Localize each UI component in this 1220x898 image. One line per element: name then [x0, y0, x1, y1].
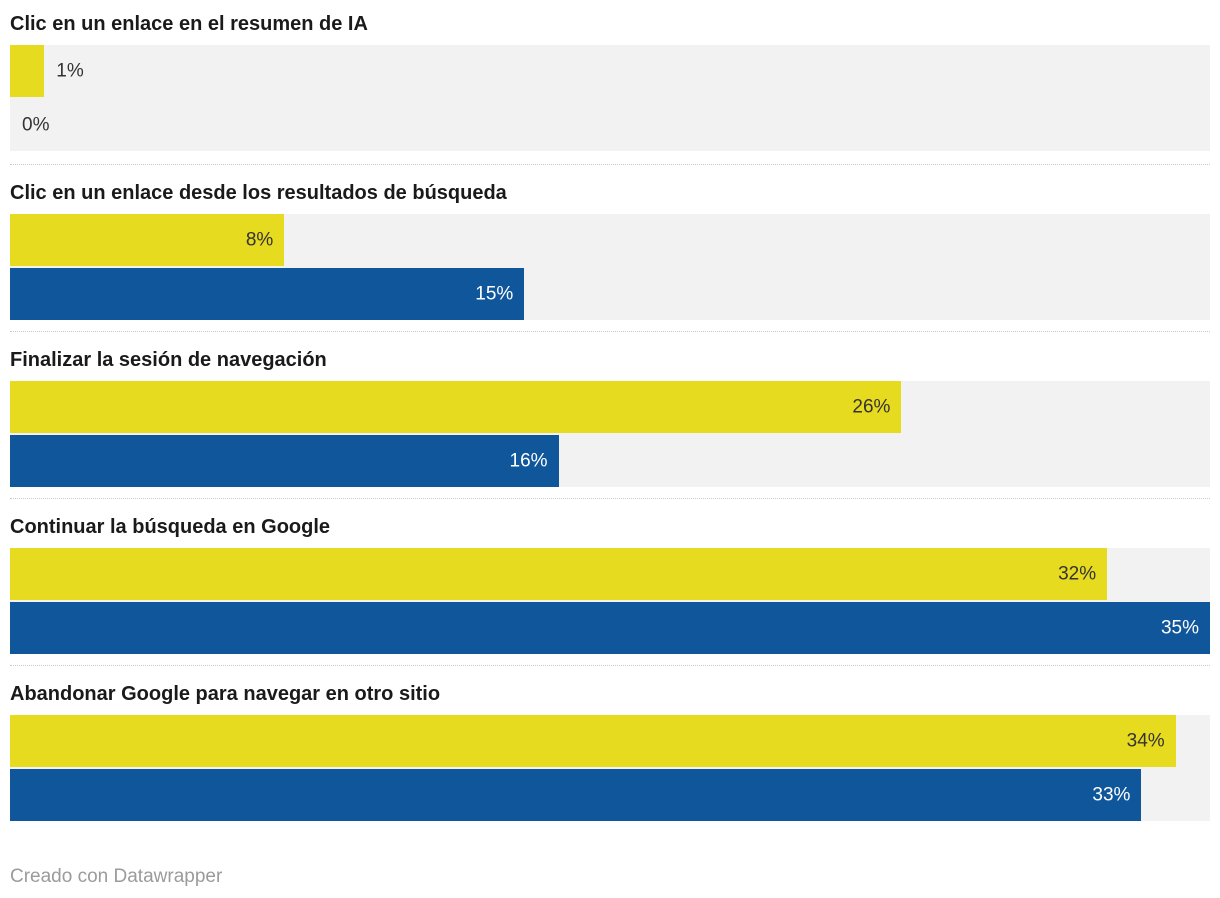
bar-group: Finalizar la sesión de navegación 26% 16…: [10, 331, 1210, 498]
bar-track: 8% 15%: [10, 214, 1210, 320]
value-label: 26%: [852, 396, 891, 418]
bar-yellow: 8%: [10, 214, 285, 266]
value-label: 1%: [56, 60, 84, 82]
bar-group: Clic en un enlace desde los resultados d…: [10, 164, 1210, 331]
datawrapper-credit-link[interactable]: Creado con Datawrapper: [10, 866, 223, 887]
value-label: 8%: [245, 229, 274, 251]
bar-group: Abandonar Google para navegar en otro si…: [10, 665, 1210, 832]
bar-track: 32% 35%: [10, 548, 1210, 654]
value-label: 0%: [22, 114, 50, 136]
bar-blue: 15%: [10, 268, 525, 320]
bar-blue: 16%: [10, 435, 559, 487]
bar-yellow: 34%: [10, 715, 1176, 767]
bar-yellow: 1%: [10, 45, 84, 97]
chart-footer: Creado con Datawrapper: [0, 832, 1220, 889]
value-label: 34%: [1126, 730, 1165, 752]
bar-track: 26% 16%: [10, 381, 1210, 487]
group-title: Continuar la búsqueda en Google: [10, 516, 331, 538]
bar-track: 1% 0%: [10, 45, 1210, 151]
bar-group: Clic en un enlace en el resumen de IA 1%…: [10, 0, 1210, 164]
value-label: 35%: [1160, 617, 1199, 639]
bar-blue: 33%: [10, 769, 1142, 821]
grouped-bar-chart: Clic en un enlace en el resumen de IA 1%…: [10, 0, 1210, 832]
bar-blue: 35%: [10, 602, 1210, 654]
bar-track: 34% 33%: [10, 715, 1210, 821]
group-title: Abandonar Google para navegar en otro si…: [10, 683, 441, 705]
value-label: 15%: [475, 283, 514, 305]
bar-yellow: 32%: [10, 548, 1108, 600]
bar-group: Continuar la búsqueda en Google 32% 35%: [10, 498, 1210, 665]
value-label: 16%: [509, 450, 548, 472]
group-title: Clic en un enlace desde los resultados d…: [10, 182, 507, 204]
group-title: Finalizar la sesión de navegación: [10, 349, 327, 371]
value-label: 33%: [1092, 784, 1131, 806]
group-title: Clic en un enlace en el resumen de IA: [10, 13, 368, 35]
value-label: 32%: [1058, 563, 1097, 585]
bar-yellow: 26%: [10, 381, 902, 433]
